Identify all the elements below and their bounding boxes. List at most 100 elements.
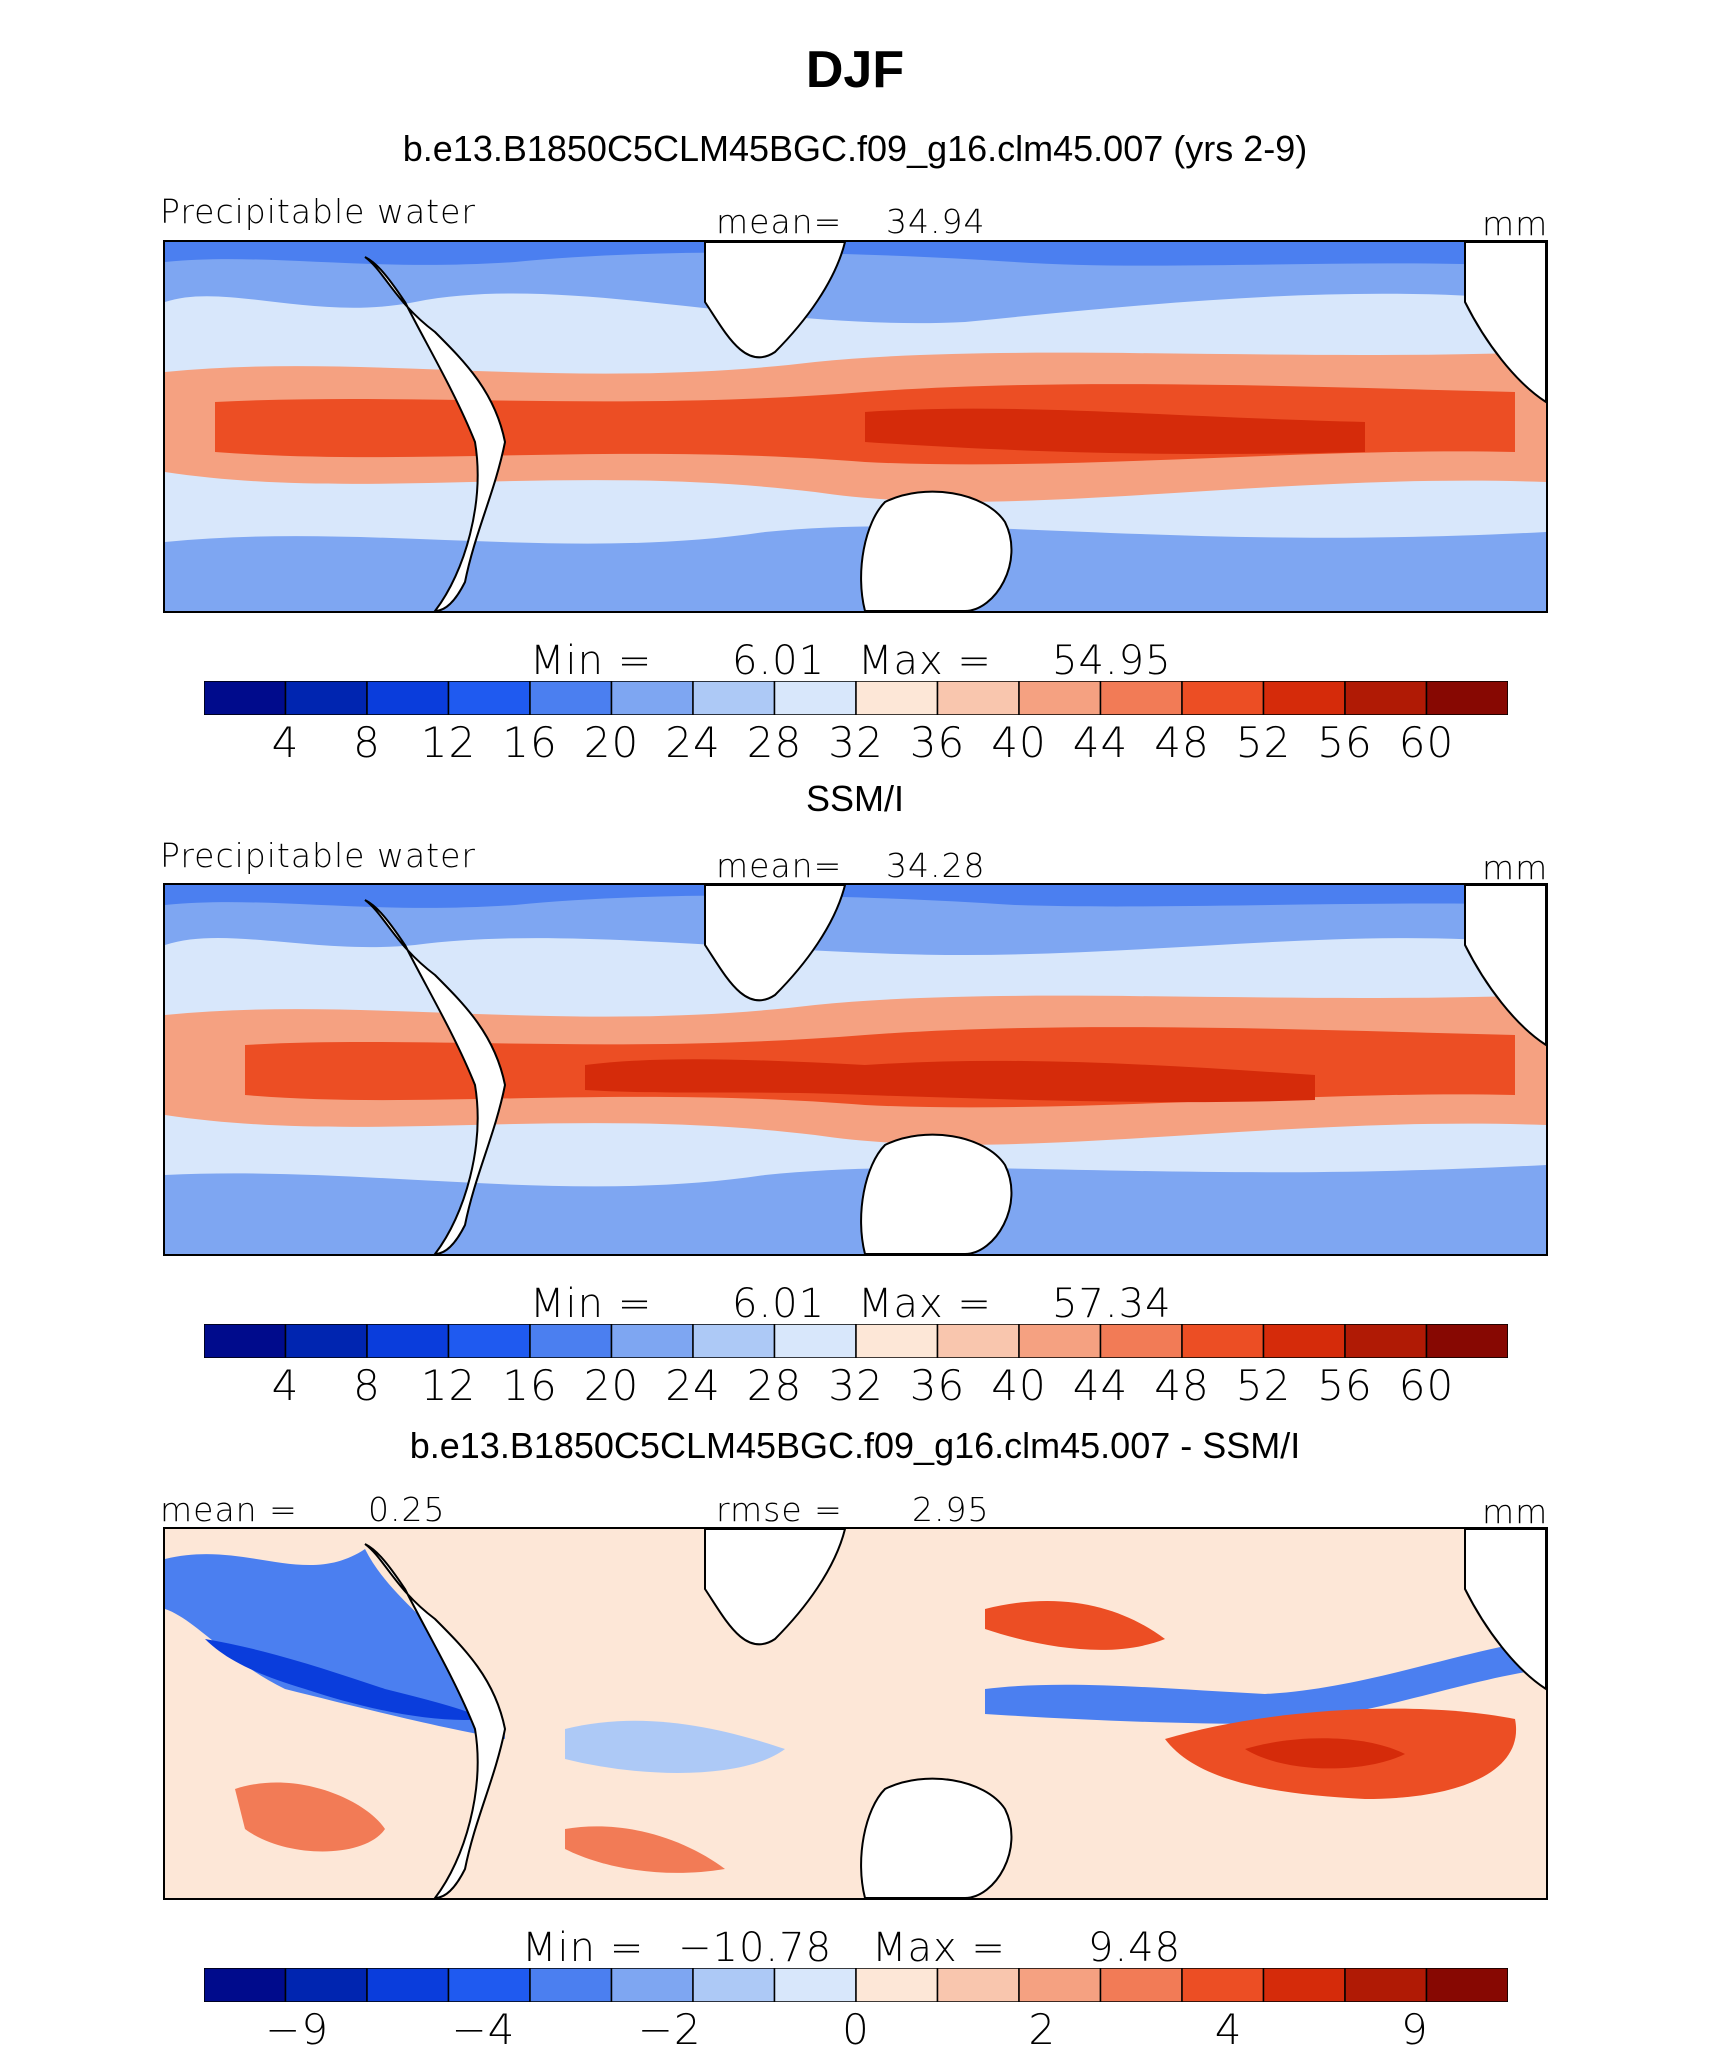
colorbar-swatch bbox=[855, 1968, 939, 2002]
colorbar-swatch bbox=[1344, 1968, 1428, 2002]
colorbar-swatch bbox=[284, 681, 368, 715]
colorbar-tick-label: 0 bbox=[842, 2005, 870, 2054]
panel2-units: mm bbox=[1482, 848, 1549, 887]
panel2-colorbar bbox=[204, 1324, 1508, 1358]
colorbar-swatch bbox=[855, 1324, 939, 1358]
colorbar-tick-label: 60 bbox=[1398, 718, 1455, 767]
panel2-australia-land bbox=[860, 1133, 1013, 1254]
panel2-min-label: Min = bbox=[530, 1281, 653, 1327]
colorbar-tick-label: 24 bbox=[665, 718, 721, 767]
panel1-africa-land bbox=[364, 256, 507, 611]
panel1-mean-label: mean= bbox=[716, 202, 843, 241]
colorbar-tick-label: 48 bbox=[1154, 1361, 1210, 1410]
panel1-south-band bbox=[165, 526, 1546, 611]
colorbar-swatch bbox=[204, 1324, 287, 1358]
panel1-variable-label: Precipitable water bbox=[160, 192, 476, 231]
panel2-north-dry bbox=[165, 885, 1546, 908]
colorbar-tick-label: −2 bbox=[637, 2005, 702, 2054]
colorbar-swatch bbox=[692, 1324, 776, 1358]
colorbar-tick-label: 8 bbox=[353, 718, 381, 767]
panel3-colorbar bbox=[204, 1968, 1508, 2002]
colorbar-tick-label: 44 bbox=[1072, 718, 1129, 767]
panel3-max-value: 9.48 bbox=[1088, 1925, 1182, 1971]
colorbar-tick-label: 8 bbox=[353, 1361, 381, 1410]
panel3-indian-ocean-slight-negative bbox=[565, 1720, 785, 1773]
colorbar-swatch bbox=[529, 1324, 613, 1358]
colorbar-tick-label: 12 bbox=[420, 718, 477, 767]
panel2-max-value: 57.34 bbox=[1052, 1281, 1172, 1327]
colorbar-tick-label: 28 bbox=[746, 1361, 803, 1410]
colorbar-tick-label: 56 bbox=[1317, 1361, 1373, 1410]
panel2-south-band bbox=[165, 1165, 1546, 1254]
colorbar-swatch bbox=[1262, 681, 1346, 715]
panel3-pacific-north-positive bbox=[985, 1600, 1165, 1650]
colorbar-tick-label: 24 bbox=[665, 1361, 721, 1410]
panel3-min-value: −10.78 bbox=[678, 1925, 833, 1971]
colorbar-tick-label: 16 bbox=[502, 1361, 558, 1410]
colorbar-tick-label: 12 bbox=[420, 1361, 477, 1410]
panel2-mean-label: mean= bbox=[716, 846, 843, 885]
colorbar-swatch bbox=[447, 1968, 531, 2002]
panel3-americas-land bbox=[1464, 1529, 1546, 1691]
colorbar-swatch bbox=[610, 1968, 694, 2002]
panel1-colorbar bbox=[204, 681, 1508, 715]
colorbar-tick-label: 4 bbox=[1214, 2005, 1243, 2054]
panel3-asia-land bbox=[704, 1529, 847, 1646]
colorbar-tick-label: 16 bbox=[502, 718, 558, 767]
panel1-max-value: 54.95 bbox=[1052, 638, 1172, 684]
colorbar-tick-label: 28 bbox=[746, 718, 803, 767]
panel3-pacific-south-strong bbox=[1245, 1738, 1405, 1769]
panel3-max-label: Max = bbox=[872, 1925, 1006, 1971]
panel2-americas-land bbox=[1464, 885, 1546, 1047]
colorbar-tick-label: 20 bbox=[583, 1361, 640, 1410]
colorbar-swatch bbox=[447, 1324, 531, 1358]
colorbar-swatch bbox=[610, 1324, 694, 1358]
panel2-asia-land bbox=[704, 885, 847, 1002]
colorbar-swatch bbox=[1181, 1324, 1265, 1358]
colorbar-swatch bbox=[773, 681, 857, 715]
panel1-mean-value: 34.94 bbox=[886, 202, 986, 241]
colorbar-swatch bbox=[1099, 1324, 1183, 1358]
colorbar-tick-label: 36 bbox=[909, 1361, 966, 1410]
panel3-atlantic-strong-negative bbox=[205, 1639, 485, 1720]
colorbar-swatch bbox=[1425, 1968, 1508, 2002]
colorbar-swatch bbox=[1262, 1324, 1346, 1358]
panel2-variable-label: Precipitable water bbox=[160, 836, 476, 875]
colorbar-tick-label: 40 bbox=[991, 718, 1047, 767]
colorbar-swatch bbox=[936, 1324, 1020, 1358]
panel2-min-value: 6.01 bbox=[732, 1281, 826, 1327]
panel1-map bbox=[163, 240, 1548, 613]
colorbar-swatch bbox=[1018, 1968, 1102, 2002]
panel2-map bbox=[163, 883, 1548, 1256]
panel3-pacific-negative-band bbox=[985, 1639, 1546, 1724]
colorbar-swatch bbox=[936, 1968, 1020, 2002]
panel3-rmse-label: rmse = bbox=[716, 1490, 843, 1529]
colorbar-tick-label: 48 bbox=[1154, 718, 1210, 767]
panel3-south-atlantic-positive bbox=[235, 1782, 385, 1852]
colorbar-swatch bbox=[529, 681, 613, 715]
panel1-asia-land bbox=[704, 242, 847, 359]
colorbar-swatch bbox=[610, 681, 694, 715]
panel3-colorbar-ticks: −9 −4 −2 0 2 4 9 bbox=[204, 2005, 1508, 2054]
panel3-atlantic-negative bbox=[165, 1549, 505, 1739]
panel3-min-label: Min = bbox=[522, 1925, 645, 1971]
panel1-colorbar-ticks: 4 8 12 16 20 24 28 32 36 40 44 48 52 56 60 bbox=[204, 718, 1508, 768]
panel1-warm-pool bbox=[865, 408, 1365, 454]
panel1-australia-land bbox=[860, 490, 1013, 611]
colorbar-swatch bbox=[366, 1968, 450, 2002]
colorbar-tick-label: 44 bbox=[1072, 1361, 1129, 1410]
page-title: DJF bbox=[805, 41, 905, 99]
colorbar-swatch bbox=[366, 681, 450, 715]
panel1-max-label: Max = bbox=[858, 638, 992, 684]
panel2-colorbar-ticks: 4 8 12 16 20 24 28 32 36 40 44 48 52 56 60 bbox=[204, 1361, 1508, 1411]
colorbar-swatch bbox=[1425, 1324, 1508, 1358]
panel1-units: mm bbox=[1482, 204, 1549, 243]
panel3-title: b.e13.B1850C5CLM45BGC.f09_g16.clm45.007 … bbox=[409, 1425, 1301, 1466]
colorbar-swatch bbox=[447, 681, 531, 715]
colorbar-tick-label: 4 bbox=[271, 1361, 300, 1410]
colorbar-swatch bbox=[204, 1968, 287, 2002]
colorbar-swatch bbox=[284, 1968, 368, 2002]
colorbar-swatch bbox=[1099, 681, 1183, 715]
colorbar-tick-label: −4 bbox=[451, 2005, 516, 2054]
colorbar-tick-label: 9 bbox=[1400, 2005, 1429, 2054]
